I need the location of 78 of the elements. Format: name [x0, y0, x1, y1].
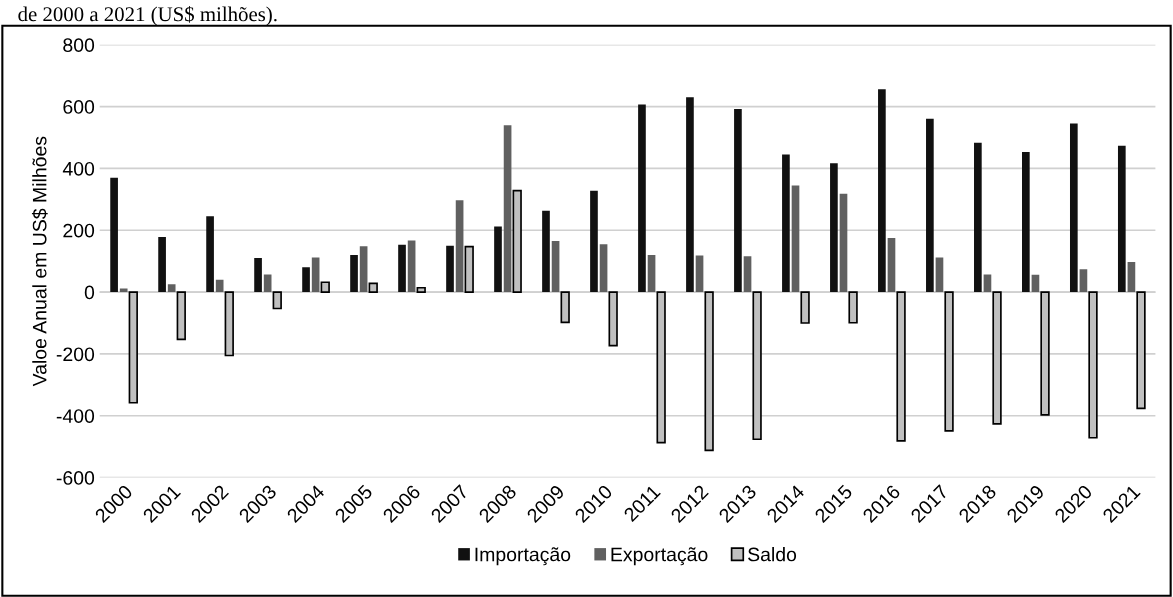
bar — [368, 282, 378, 293]
y-tick-label: -200 — [56, 347, 95, 362]
bar — [992, 291, 1002, 425]
bar — [494, 226, 502, 293]
bar — [158, 237, 166, 293]
bar — [743, 256, 752, 293]
bar — [110, 177, 118, 293]
bar — [926, 118, 934, 293]
legend-label: Importação — [475, 547, 571, 566]
bar — [887, 238, 896, 293]
bar — [839, 193, 848, 293]
bar — [734, 109, 742, 293]
legend-label: Saldo — [748, 547, 797, 562]
bar — [944, 291, 954, 432]
legend-label: Exportação — [611, 547, 708, 566]
bar — [590, 190, 598, 293]
y-tick-label: 800 — [63, 38, 95, 53]
bar — [254, 258, 262, 293]
bar — [1088, 291, 1098, 439]
bar — [302, 267, 310, 293]
y-tick-label: 400 — [62, 161, 95, 176]
y-tick-label: 600 — [63, 100, 95, 114]
bar — [464, 245, 474, 293]
bar — [542, 210, 550, 293]
bar — [455, 200, 464, 293]
bar — [1022, 152, 1030, 293]
bar — [167, 284, 176, 293]
bar — [1136, 291, 1146, 410]
bar — [407, 240, 416, 293]
bar — [686, 97, 694, 293]
bar — [752, 291, 762, 441]
bar — [638, 104, 646, 293]
bar — [830, 163, 838, 293]
bar — [560, 291, 570, 324]
bar — [878, 89, 886, 293]
bar — [272, 291, 282, 310]
bar — [359, 246, 368, 293]
bar — [1117, 145, 1126, 293]
bar — [263, 274, 272, 293]
bar — [599, 244, 608, 293]
bar — [311, 257, 320, 293]
bar — [1069, 123, 1078, 293]
bar — [503, 125, 512, 293]
bar — [800, 291, 810, 324]
bar — [1079, 269, 1088, 293]
bar — [224, 291, 234, 357]
y-tick-label: 0 — [84, 285, 95, 300]
bar — [848, 291, 858, 324]
bar — [206, 216, 214, 293]
bar — [983, 274, 992, 293]
bar — [647, 255, 656, 293]
bar — [446, 245, 454, 293]
chart-title: de 2000 a 2021 (US$ milhões). — [18, 5, 277, 26]
bar — [608, 291, 618, 347]
y-axis-title: Valoe Anual em US$ Milhões — [31, 136, 48, 387]
bar — [512, 189, 522, 293]
bar — [551, 241, 560, 293]
bar — [128, 291, 138, 404]
bar — [974, 142, 982, 293]
bar — [1127, 262, 1136, 293]
y-tick-label: -600 — [56, 471, 95, 485]
bar — [1040, 291, 1050, 416]
y-tick-label: -400 — [56, 409, 95, 423]
bar — [782, 154, 790, 293]
bar — [119, 288, 128, 293]
bar — [176, 291, 186, 341]
bar — [695, 255, 704, 293]
y-tick-label: 200 — [63, 223, 95, 238]
bar — [791, 185, 800, 293]
bar — [656, 291, 666, 444]
bar — [215, 279, 224, 293]
bar — [704, 291, 714, 452]
bar — [896, 291, 906, 442]
bar — [320, 281, 330, 293]
bar — [935, 257, 944, 293]
bar — [350, 255, 358, 293]
bar — [398, 244, 406, 293]
bar — [416, 286, 426, 293]
